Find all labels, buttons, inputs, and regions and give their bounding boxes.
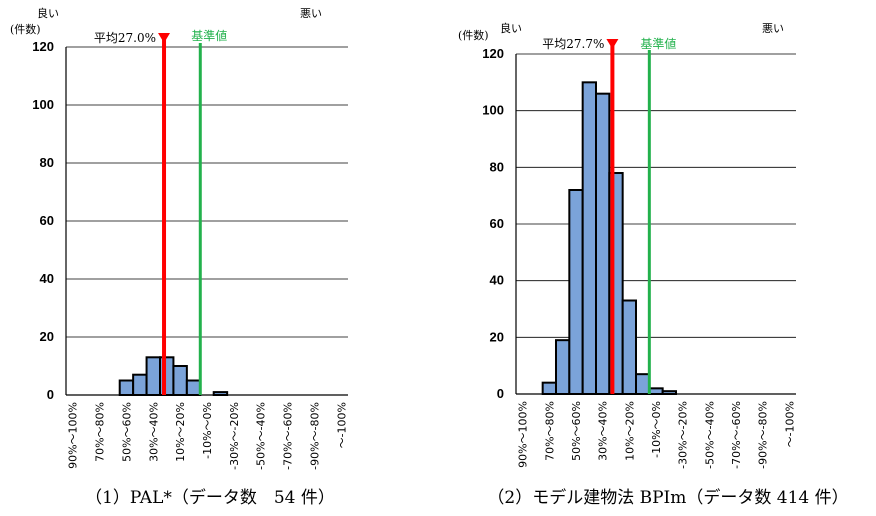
standard-label: 基準値	[640, 36, 676, 51]
y-tick-label: 0	[47, 387, 54, 402]
y-tick-label: 40	[490, 273, 504, 288]
bad-label: 悪い	[762, 22, 784, 35]
y-tick-label: 80	[40, 155, 54, 170]
x-tick-label: 10%～20%	[174, 402, 187, 462]
bar	[648, 387, 664, 396]
average-marker-icon	[158, 33, 171, 43]
chart-2: 0 20 40 60 80 100 120 90%～100% 70%～80% 50%～60% 30%…	[458, 21, 849, 508]
bar	[132, 373, 148, 397]
x-tick-label: 90%～100%	[67, 402, 80, 469]
x-tick-label: -10%～0%	[201, 402, 214, 459]
x-tick-label: -90%～-80%	[757, 401, 770, 469]
bar	[555, 339, 571, 395]
bar	[661, 390, 678, 395]
chart-caption: （1）PAL*（データ数 54 件）	[85, 487, 335, 508]
y-tick-label: 20	[40, 329, 54, 344]
bar	[635, 373, 651, 395]
y-axis-label: (件数)	[458, 29, 489, 42]
x-tick-label: 30%～40%	[597, 401, 610, 461]
x-tick-label: 10%～20%	[623, 401, 636, 461]
y-tick-label: 80	[490, 159, 504, 174]
x-tick-label: 30%～40%	[147, 402, 160, 462]
bar	[159, 356, 175, 396]
average-label: 平均27.0%	[94, 31, 156, 45]
x-tick-label: 70%～80%	[94, 402, 107, 462]
bar	[595, 92, 611, 396]
x-tick-label: -50%～-40%	[703, 401, 716, 469]
x-tick-label: -30%～-20%	[677, 401, 690, 469]
bar	[212, 391, 229, 397]
good-label: 良い	[37, 6, 59, 20]
bar	[172, 365, 188, 396]
y-tick-label: 100	[32, 97, 54, 112]
bar	[541, 381, 558, 395]
x-tick-label: -50%～-40%	[255, 402, 268, 470]
x-tick-label: 90%～100%	[517, 401, 530, 468]
y-tick-label: 120	[32, 39, 54, 54]
y-tick-label: 40	[40, 271, 54, 286]
x-tick-label: 70%～80%	[543, 401, 556, 461]
y-tick-label: 120	[482, 46, 504, 61]
bar	[581, 81, 598, 395]
x-tick-label: 50%～60%	[120, 402, 133, 462]
standard-label: 基準値	[191, 28, 227, 43]
average-marker-icon	[606, 39, 619, 49]
x-tick-label: -30%～-20%	[228, 402, 241, 470]
bad-label: 悪い	[300, 7, 322, 20]
bar	[568, 189, 584, 395]
y-tick-label: 60	[40, 213, 54, 228]
x-tick-label: 50%～60%	[570, 401, 583, 461]
x-tick-label: -70%～-60%	[730, 401, 743, 469]
y-tick-label: 20	[490, 329, 504, 344]
x-tick-label: -70%～-60%	[282, 402, 295, 470]
average-label: 平均27.7%	[542, 37, 604, 51]
y-tick-label: 60	[490, 216, 504, 231]
chart-caption: （2）モデル建物法 BPIm（データ数 414 件）	[487, 487, 848, 508]
y-tick-label: 0	[497, 386, 504, 401]
bar	[185, 379, 202, 396]
x-tick-label: ～-100%	[783, 401, 796, 447]
x-tick-label: -10%～0%	[650, 401, 663, 458]
y-tick-label: 100	[482, 103, 504, 118]
good-label: 良い	[500, 21, 522, 35]
bar	[621, 299, 638, 395]
x-tick-label: ～-100%	[335, 402, 348, 448]
bar	[118, 379, 135, 396]
chart-1: 0 20 40 60 80 100 120 90%～100% 70%～80% 50%～60% 30%…	[10, 6, 348, 508]
x-tick-label: -90%～-80%	[308, 402, 321, 470]
y-axis-label: (件数)	[10, 23, 41, 36]
bar	[145, 356, 161, 396]
